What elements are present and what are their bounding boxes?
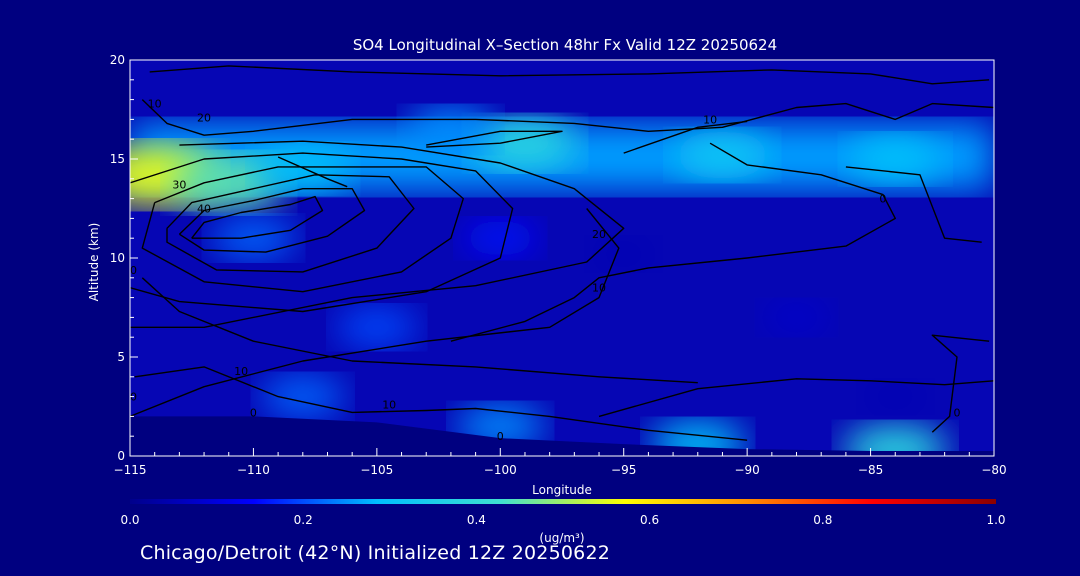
contour-label-11: 0 xyxy=(250,406,257,419)
field-cell-5 xyxy=(847,136,944,182)
contour-line-16 xyxy=(598,378,994,418)
field-cell-7 xyxy=(210,217,297,259)
contour-label-6: 10 xyxy=(703,113,717,126)
colorbar-tick-label-0: 0.0 xyxy=(120,513,139,527)
y-tick-label-3: 15 xyxy=(110,152,125,166)
contour-label-4: 20 xyxy=(592,228,606,241)
x-tick-label-0: −115 xyxy=(114,463,147,477)
x-axis: −115 −110 −105 −100 −95 −90 −85 −80 xyxy=(114,448,1007,477)
terrain xyxy=(130,416,994,456)
contour-label-8: 20 xyxy=(123,264,137,277)
contour-line-5 xyxy=(130,140,625,328)
shaded-field xyxy=(130,107,994,456)
contour-line-7 xyxy=(141,99,994,136)
colorbar-tick-label-5: 1.0 xyxy=(986,513,1005,527)
contour-line-9 xyxy=(426,130,563,148)
field-cell-15 xyxy=(761,301,832,334)
contour-lines xyxy=(130,65,994,441)
colorbar-tick-label-2: 0.4 xyxy=(467,513,486,527)
field-cell-9 xyxy=(590,238,657,270)
y-tick-label-1: 5 xyxy=(117,350,125,364)
contour-line-10 xyxy=(623,120,748,154)
y-tick-label-4: 20 xyxy=(110,53,125,67)
contour-label-3: 40 xyxy=(197,202,211,215)
contour-label-14: 0 xyxy=(953,406,960,419)
contour-label-7: 0 xyxy=(879,193,886,206)
y-tick-label-2: 10 xyxy=(110,251,125,265)
contour-line-15 xyxy=(141,277,698,384)
colorbar xyxy=(130,499,996,504)
field-cell-10 xyxy=(334,307,419,348)
colorbar-tick-label-4: 0.8 xyxy=(813,513,832,527)
contour-line-1 xyxy=(178,188,366,253)
field-cell-14 xyxy=(842,424,949,456)
contour-line-12 xyxy=(845,166,982,243)
field-cell-16 xyxy=(862,381,929,413)
contour-line-14 xyxy=(134,366,748,441)
field-cell-6 xyxy=(405,107,496,151)
colorbar-units: (ug/m³) xyxy=(539,531,584,545)
y-axis-label: Altitude (km) xyxy=(87,223,101,302)
colorbar-tick-label-1: 0.2 xyxy=(294,513,313,527)
contour-line-3 xyxy=(141,166,464,293)
field-cell-11 xyxy=(259,376,346,418)
colorbar-ticks: 0.0 0.2 0.4 0.6 0.8 1.0 xyxy=(120,513,1005,527)
field-cell-13 xyxy=(649,421,746,456)
x-tick-label-3: −100 xyxy=(484,463,517,477)
contour-line-13 xyxy=(277,156,348,188)
contour-line-0 xyxy=(191,195,324,239)
x-tick-label-7: −80 xyxy=(981,463,1006,477)
terrain-mask xyxy=(130,416,994,456)
x-axis-label: Longitude xyxy=(532,483,592,497)
field-cell-8 xyxy=(461,219,540,257)
contour-label-2: 30 xyxy=(172,179,186,192)
contour-line-2 xyxy=(166,174,415,273)
y-tick-label-0: 0 xyxy=(117,449,125,463)
x-tick-label-5: −90 xyxy=(734,463,759,477)
contour-label-13: 0 xyxy=(497,430,504,443)
x-tick-label-4: −95 xyxy=(611,463,636,477)
contour-line-17 xyxy=(931,334,990,433)
footer-caption: Chicago/Detroit (42°N) Initialized 12Z 2… xyxy=(140,542,611,564)
contour-label-12: 10 xyxy=(382,398,396,411)
contour-label-5: 10 xyxy=(592,282,606,295)
y-axis: 0 5 10 15 20 xyxy=(110,53,138,463)
colorbar-tick-label-3: 0.6 xyxy=(640,513,659,527)
field-cell-4 xyxy=(673,131,772,179)
contour-line-11 xyxy=(450,142,896,342)
x-tick-label-2: −105 xyxy=(360,463,393,477)
contour-line-6 xyxy=(130,208,620,418)
x-tick-label-6: −85 xyxy=(858,463,883,477)
contour-label-9: 10 xyxy=(234,365,248,378)
x-tick-label-1: −110 xyxy=(237,463,270,477)
contour-label-0: 10 xyxy=(148,98,162,111)
contour-line-8 xyxy=(149,65,990,85)
field-cell-3 xyxy=(472,117,578,169)
chart-title: SO4 Longitudinal X–Section 48hr Fx Valid… xyxy=(353,36,777,54)
contour-label-1: 20 xyxy=(197,111,211,124)
contour-line-4 xyxy=(130,152,514,313)
